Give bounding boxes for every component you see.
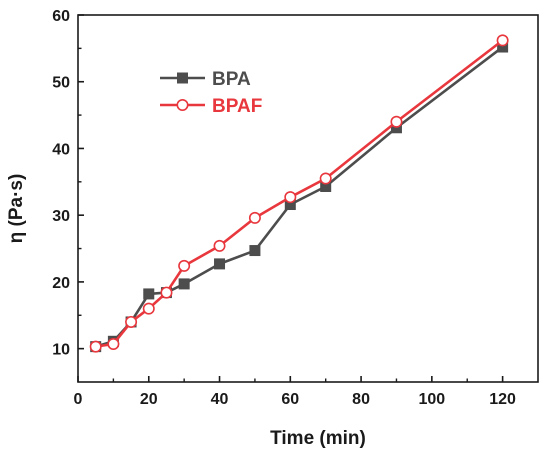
x-tick-label: 60 [281,391,299,408]
x-tick-label: 20 [140,391,158,408]
data-point [284,191,297,204]
legend-label: BPAF [212,96,262,117]
series-bpaf [89,34,509,353]
x-tick-label: 100 [418,391,445,408]
data-point [248,211,261,224]
y-tick-label: 60 [52,8,70,25]
data-point [178,278,190,290]
data-point [178,259,191,272]
data-point [249,245,261,257]
axes: 0 20 40 60 80 100 120 10 20 30 40 50 60 [52,8,539,408]
data-point [319,172,332,185]
series-layer [89,34,509,353]
data-point [214,258,226,270]
legend-item-bpaf: BPAF [160,96,262,117]
data-point [496,34,509,47]
data-point [143,288,155,300]
legend: BPA BPAF [160,69,262,117]
y-tick-label: 50 [52,75,70,92]
y-tick-label: 30 [52,208,70,225]
legend-label: BPA [212,69,251,90]
data-point [125,315,138,328]
series-line [95,39,504,348]
y-tick-label: 10 [52,342,70,359]
legend-item-bpa: BPA [160,69,251,90]
data-point [142,302,155,315]
x-tick-label: 120 [489,391,516,408]
data-point [160,286,173,299]
plot-frame [77,14,539,383]
y-tick-label: 40 [52,141,70,158]
data-point [89,340,102,353]
data-point [390,115,403,128]
x-tick-label: 80 [352,391,370,408]
x-tick-label: 0 [74,391,83,408]
x-axis-title: Time (min) [270,428,366,449]
data-point [107,337,120,350]
legend-marker [176,99,189,112]
y-tick-label: 20 [52,275,70,292]
legend-marker [177,72,188,84]
x-tick-label: 40 [211,391,229,408]
y-axis-title: η (Pa·s) [6,174,27,244]
data-point [213,239,226,252]
